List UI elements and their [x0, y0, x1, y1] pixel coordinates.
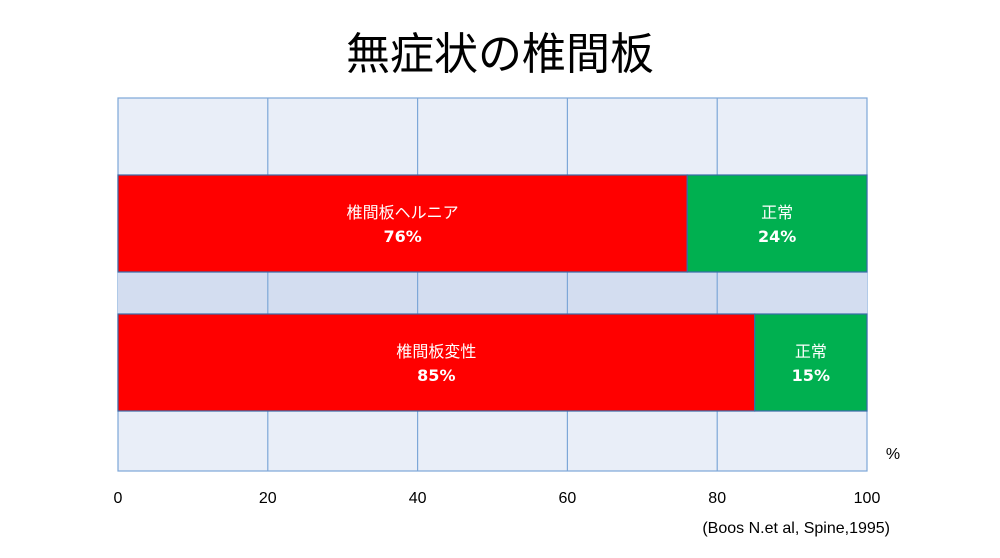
x-tick-label-0: 0	[114, 490, 123, 507]
x-tick-label-20: 20	[259, 490, 277, 507]
bar-label-abnormal-1: 椎間板ヘルニア	[347, 203, 459, 222]
source-citation: (Boos N.et al, Spine,1995)	[702, 520, 890, 537]
bar-normal-2	[754, 313, 868, 412]
chart-title: 無症状の椎間板	[346, 29, 654, 80]
category-band	[118, 272, 867, 314]
x-unit-label: %	[886, 446, 900, 463]
x-tick-label-80: 80	[708, 490, 726, 507]
x-tick-label-60: 60	[559, 490, 577, 507]
bar-abnormal-1	[117, 174, 688, 273]
bar-label-normal-1: 正常	[761, 203, 793, 222]
bar-value-label-abnormal-1: 76%	[383, 227, 421, 246]
bar-label-normal-2: 正常	[795, 342, 827, 361]
x-tick-label-40: 40	[409, 490, 427, 507]
bar-normal-1	[686, 174, 868, 273]
bar-label-abnormal-2: 椎間板変性	[396, 342, 476, 361]
bar-value-label-abnormal-2: 85%	[417, 366, 455, 385]
bar-abnormal-2	[117, 313, 756, 412]
bar-value-label-normal-1: 24%	[758, 227, 796, 246]
x-tick-label-100: 100	[854, 490, 881, 507]
bar-value-label-normal-2: 15%	[792, 366, 830, 385]
